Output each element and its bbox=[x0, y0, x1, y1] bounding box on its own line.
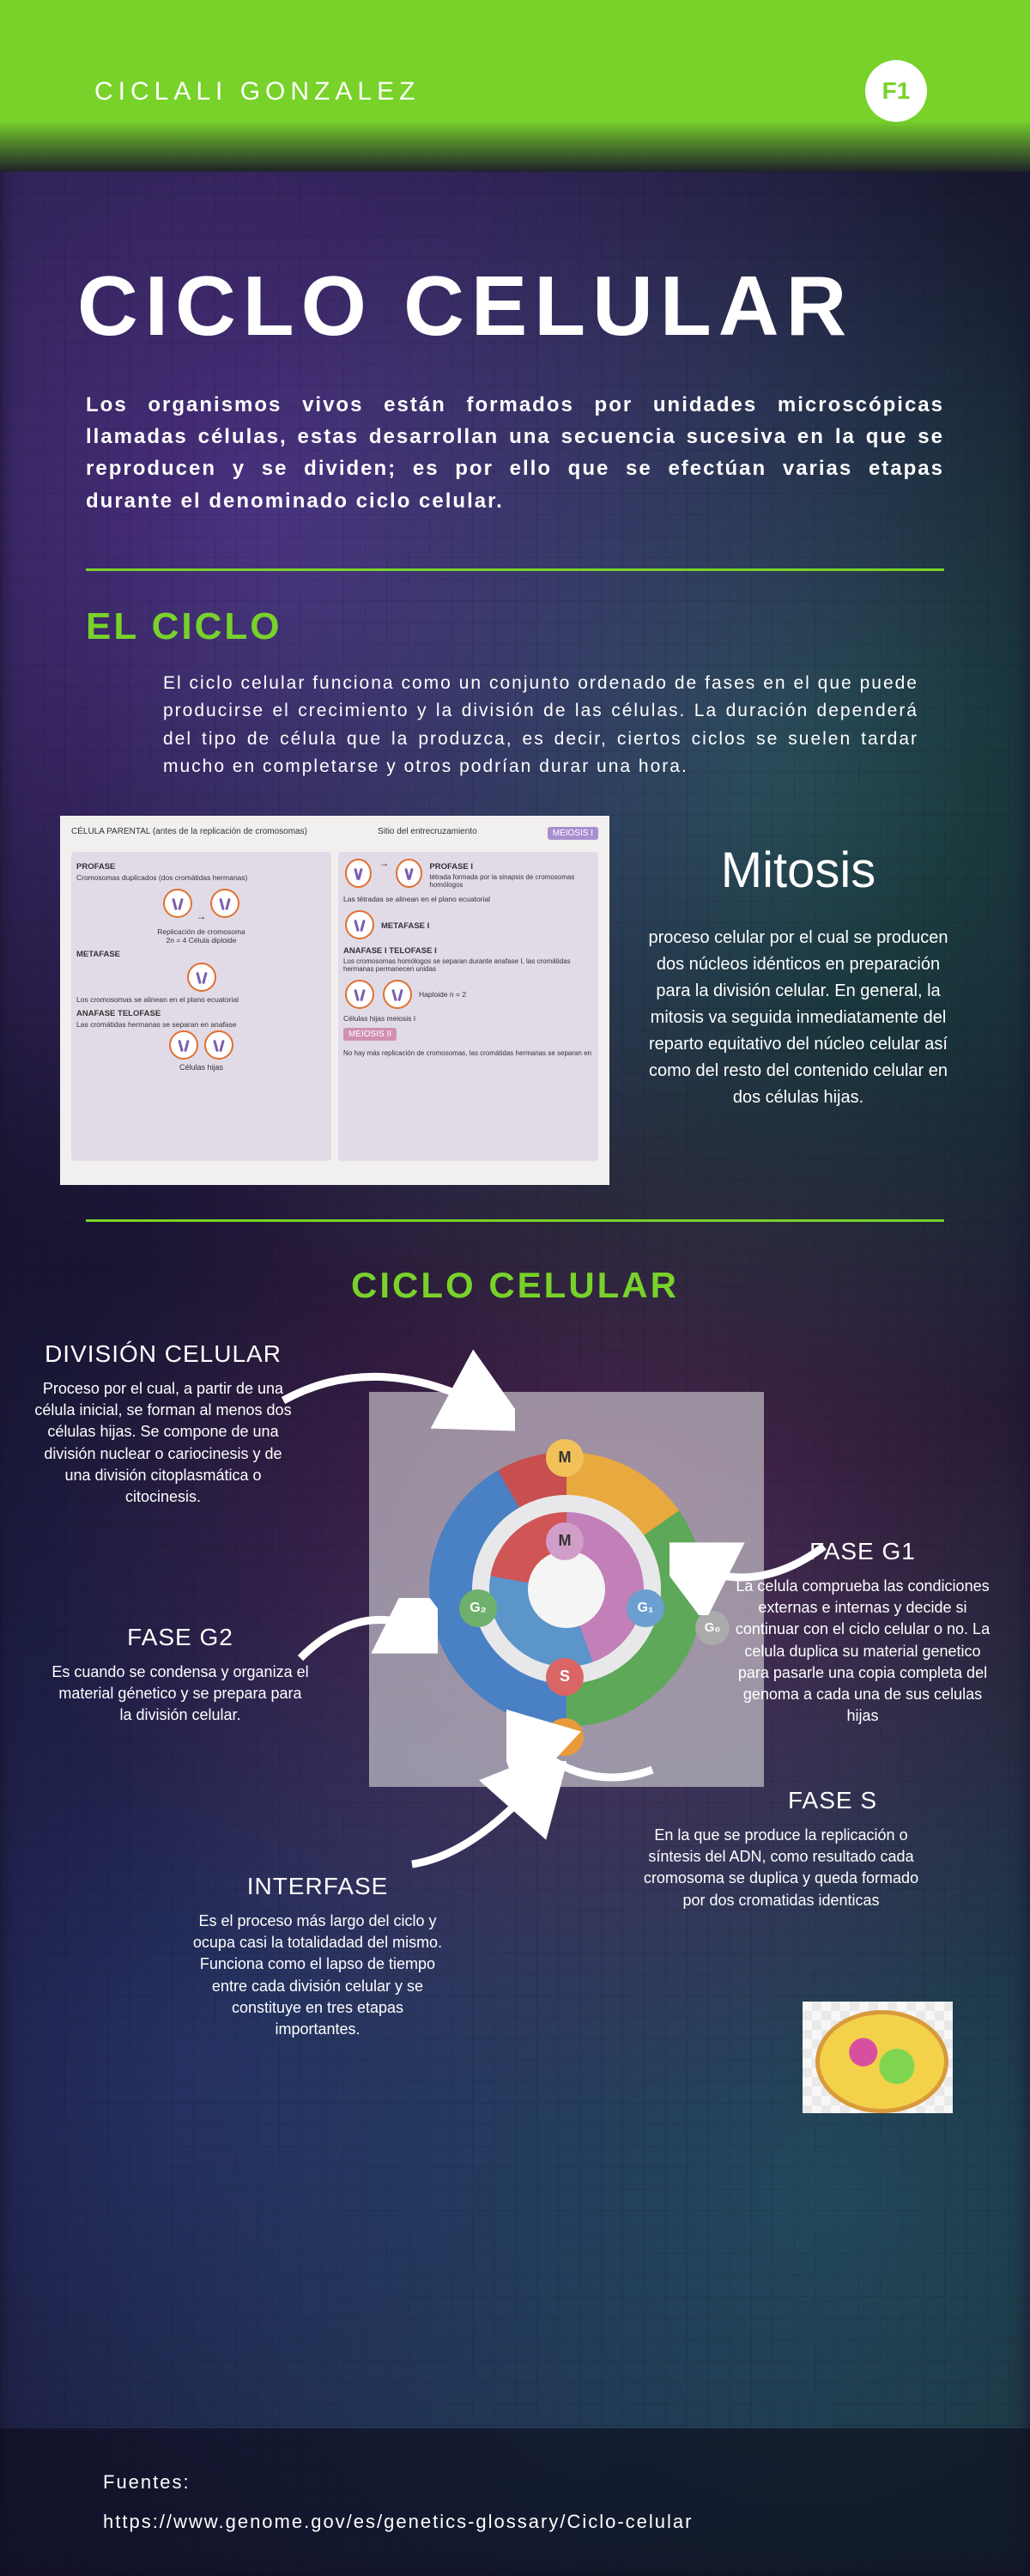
mitosis-title: Mitosis bbox=[644, 841, 953, 899]
author-name: CICLALI GONZALEZ bbox=[94, 77, 420, 106]
label-metafase1: METAFASE I bbox=[381, 921, 429, 931]
arrow-interfase-to-i bbox=[395, 1761, 566, 1873]
phase-division: DIVISIÓN CELULAR Proceso por el cual, a … bbox=[34, 1340, 292, 1508]
label-replicacion: Replicación de cromosoma bbox=[76, 927, 326, 936]
cell-icon bbox=[396, 859, 422, 888]
mitosis-text: proceso celular por el cual se producen … bbox=[644, 925, 953, 1111]
diagram-cross-label: Sitio del entrecruzamiento bbox=[378, 827, 477, 845]
ring-label-g0: G₀ bbox=[695, 1611, 730, 1645]
badge-f1: F1 bbox=[865, 60, 927, 122]
ring-label-s: S bbox=[546, 1658, 584, 1696]
cell-icon bbox=[187, 963, 216, 992]
meiosis-diagram: CÉLULA PARENTAL (antes de la replicación… bbox=[60, 816, 609, 1185]
label-anafase1: ANAFASE I TELOFASE I bbox=[343, 946, 593, 956]
label-anafase: ANAFASE TELOFASE bbox=[76, 1009, 326, 1018]
note-profase1: tétrada formada por la sinapsis de cromo… bbox=[429, 873, 593, 889]
ring-label-m-inner: M bbox=[546, 1522, 584, 1560]
header-band: CICLALI GONZALEZ F1 bbox=[0, 0, 1030, 172]
page-title: CICLO CELULAR bbox=[77, 258, 953, 355]
label-metafase: METAFASE bbox=[76, 950, 326, 959]
label-haploide: Haploide n = 2 bbox=[419, 990, 466, 999]
phase-s-title: FASE S bbox=[738, 1787, 927, 1814]
label-profase1: PROFASE I bbox=[429, 862, 593, 872]
cell-icon bbox=[383, 980, 412, 1009]
label-diploid: 2n = 4 Célula diploide bbox=[76, 936, 326, 945]
arrow-g2-to-ring bbox=[292, 1598, 438, 1701]
note-metafase: Los cromosomas se alinean en el plano ec… bbox=[76, 995, 326, 1004]
phase-interfase-title: INTERFASE bbox=[189, 1873, 446, 1900]
note-anafase: Las cromátidas hermanas se separan en an… bbox=[76, 1020, 326, 1029]
cell-icon bbox=[204, 1030, 233, 1060]
section-ciclo-heading: CICLO CELULAR bbox=[0, 1265, 1030, 1306]
cell-icon bbox=[210, 889, 239, 918]
footer: Fuentes: https://www.genome.gov/es/genet… bbox=[0, 2428, 1030, 2576]
cell-icon bbox=[169, 1030, 198, 1060]
phase-g1: FASE G1 La celula comprueba las condicio… bbox=[730, 1538, 996, 1727]
ring-core bbox=[528, 1551, 605, 1628]
phase-g2: FASE G2 Es cuando se condensa y organiza… bbox=[52, 1624, 309, 1727]
cell-icon bbox=[163, 889, 192, 918]
divider-2 bbox=[86, 1219, 944, 1222]
label-tetradas: Las tétradas se alinean en el plano ecua… bbox=[343, 895, 593, 903]
phase-division-text: Proceso por el cual, a partir de una cél… bbox=[34, 1378, 292, 1508]
label-hijas-meiosis: Células hijas meiosis I bbox=[343, 1014, 593, 1023]
tag-meiosis-2: MEIOSIS II bbox=[343, 1028, 397, 1041]
phase-g2-text: Es cuando se condensa y organiza el mate… bbox=[52, 1662, 309, 1727]
phase-s: FASE S En la que se produce la replicaci… bbox=[635, 1787, 927, 1911]
footer-source: https://www.genome.gov/es/genetics-gloss… bbox=[103, 2511, 927, 2533]
el-ciclo-description: El ciclo celular funciona como un conjun… bbox=[163, 670, 918, 781]
phase-g2-title: FASE G2 bbox=[52, 1624, 309, 1651]
note-profase: Cromosomas duplicados (dos cromátidas he… bbox=[76, 873, 326, 882]
divider-1 bbox=[86, 568, 944, 571]
ring-label-m-outer: M bbox=[546, 1439, 584, 1477]
note-no-replic: No hay más replicación de cromosomas, la… bbox=[343, 1049, 593, 1057]
ring-label-g2: G₂ bbox=[459, 1589, 497, 1627]
cycle-layout: M M G₂ G₁ S I G₀ bbox=[52, 1340, 978, 2148]
cell-icon bbox=[345, 980, 374, 1009]
ring-label-g1: G₁ bbox=[627, 1589, 664, 1627]
phase-interfase-text: Es el proceso más largo del ciclo y ocup… bbox=[189, 1911, 446, 2040]
label-hijas: Células hijas bbox=[76, 1063, 326, 1072]
section-el-ciclo-heading: EL CICLO bbox=[86, 605, 1030, 648]
label-profase: PROFASE bbox=[76, 862, 326, 872]
arrow-division-to-m bbox=[275, 1349, 515, 1452]
phase-division-title: DIVISIÓN CELULAR bbox=[34, 1340, 292, 1368]
cell-icon bbox=[345, 910, 374, 939]
diagram-parent-label: CÉLULA PARENTAL (antes de la replicación… bbox=[71, 827, 307, 845]
tag-meiosis-1: MEIOSIS I bbox=[548, 827, 598, 840]
phase-g1-title: FASE G1 bbox=[730, 1538, 996, 1565]
cell-illustration bbox=[803, 2002, 953, 2113]
phase-s-text: En la que se produce la replicación o sí… bbox=[635, 1825, 927, 1911]
intro-paragraph: Los organismos vivos están formados por … bbox=[86, 389, 944, 517]
cell-icon bbox=[345, 859, 372, 888]
phase-g1-text: La celula comprueba las condiciones exte… bbox=[730, 1576, 996, 1727]
footer-label: Fuentes: bbox=[103, 2471, 927, 2494]
phase-interfase: INTERFASE Es el proceso más largo del ci… bbox=[189, 1873, 446, 2040]
note-homologos: Los cromosomas homólogos se separan dura… bbox=[343, 957, 593, 973]
